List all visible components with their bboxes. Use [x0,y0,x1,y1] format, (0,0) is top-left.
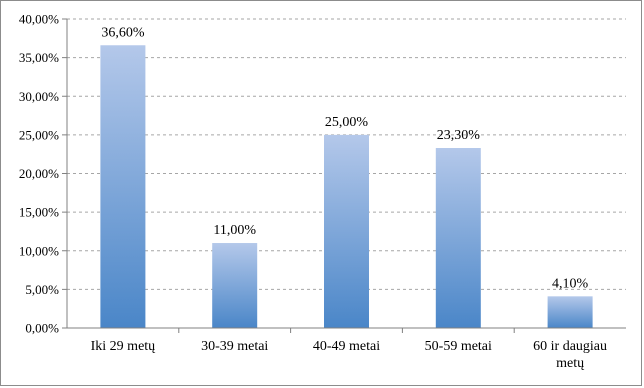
bars [100,45,593,328]
x-axis-category-labels: Iki 29 metų 30-39 metai 40-49 metai 50-59 m… [91,339,607,371]
data-label: 23,30% [437,128,481,143]
y-tick-label: 35,00% [19,50,59,65]
x-category-label: 60 ir daugiau [533,339,607,354]
data-labels: 36,60% 11,00% 25,00% 23,30% 4,10% [101,25,588,291]
y-tick-label: 20,00% [19,166,59,181]
y-tick-label: 25,00% [19,127,59,142]
data-label: 36,60% [101,25,145,40]
data-label: 25,00% [325,115,369,130]
gridlines [62,18,626,333]
x-category-label: 30-39 metai [201,339,268,354]
bar [435,148,481,328]
x-category-label: metų [556,356,584,371]
y-tick-label: 15,00% [19,205,59,220]
x-category-label: Iki 29 metų [91,339,156,354]
data-label: 11,00% [213,223,256,238]
x-category-label: 50-59 metai [425,339,492,354]
y-tick-label: 30,00% [19,89,59,104]
bar [547,296,593,328]
y-tick-label: 40,00% [19,12,59,27]
bar [324,134,369,328]
y-tick-label: 10,00% [19,243,59,258]
x-category-label: 40-49 metai [313,339,380,354]
data-label: 4,10% [552,276,589,291]
y-tick-label: 0,00% [25,321,59,336]
y-tick-label: 5,00% [25,282,59,297]
bar [100,45,146,328]
y-axis-tick-labels: 0,00% 5,00% 10,00% 15,00% 20,00% 25,00% 30,00%… [19,12,59,336]
bar [212,243,258,328]
